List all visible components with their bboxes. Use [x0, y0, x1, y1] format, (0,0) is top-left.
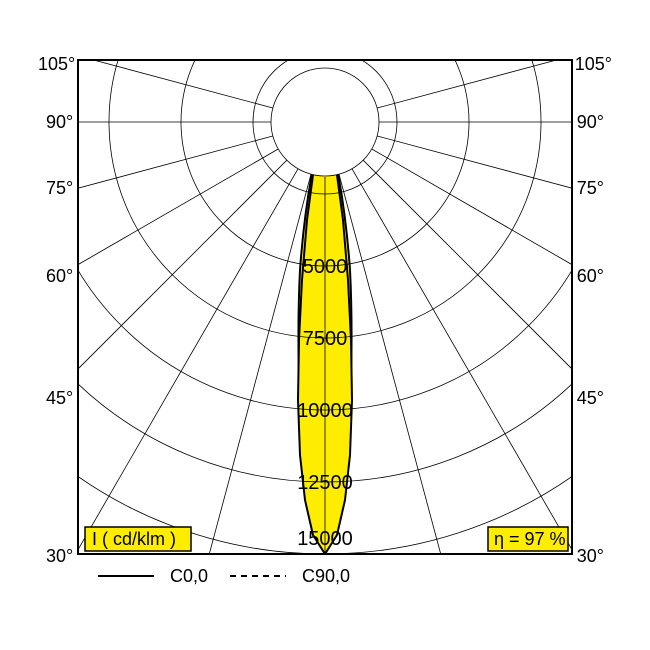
polar-chart-container: 5000 7500 10000 12500 15000 105° 90° 75°… [0, 0, 650, 650]
angle-label-right-30: 30° [577, 546, 604, 566]
angle-label-left-45: 45° [46, 388, 73, 408]
angle-label-left-75: 75° [46, 178, 73, 198]
radial-label-7500: 7500 [303, 328, 348, 350]
eta-box-text: η = 97 % [494, 529, 566, 549]
angle-label-left-30: 30° [46, 546, 73, 566]
legend-c0-label: C0,0 [170, 566, 208, 586]
radial-label-5000: 5000 [303, 256, 348, 278]
radial-label-10000: 10000 [297, 400, 353, 422]
angle-label-right-60: 60° [577, 266, 604, 286]
angle-label-left-90: 90° [46, 112, 73, 132]
center-disk [271, 68, 379, 176]
polar-chart-svg: 5000 7500 10000 12500 15000 105° 90° 75°… [0, 0, 650, 650]
legend-c90-label: C90,0 [302, 566, 350, 586]
unit-box-text: I ( cd/klm ) [92, 529, 176, 549]
angle-label-right-45: 45° [577, 388, 604, 408]
angle-label-right-105: 105° [575, 54, 612, 74]
angle-label-right-90: 90° [577, 112, 604, 132]
angle-label-right-75: 75° [577, 178, 604, 198]
angle-label-left-105: 105° [38, 54, 75, 74]
radial-label-12500: 12500 [297, 472, 353, 494]
angle-label-left-60: 60° [46, 266, 73, 286]
radial-label-15000: 15000 [297, 528, 353, 550]
